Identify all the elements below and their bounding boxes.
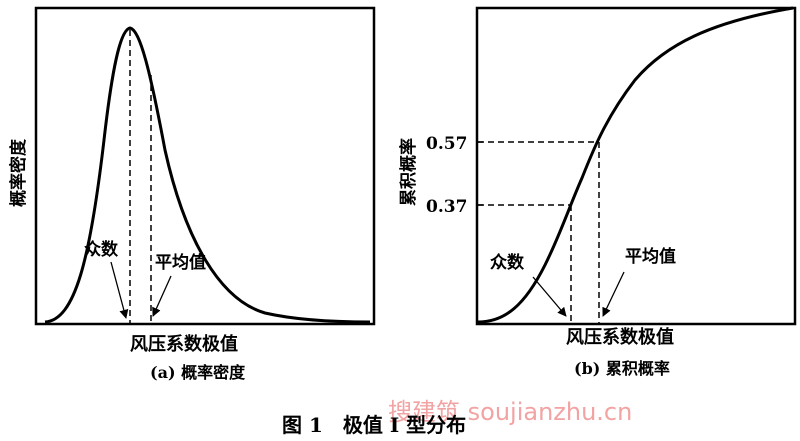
mode-arrow-b	[532, 276, 567, 317]
mean-arrow-b	[602, 271, 625, 317]
mode-label: 众数	[84, 239, 119, 260]
watermark: 搜建筑 soujianzhu.cn	[388, 398, 632, 426]
panel-a-ylabel: 概率密度	[8, 138, 29, 207]
mode-label-b: 众数	[490, 252, 525, 273]
panel-b-ylabel: 累积概率	[398, 138, 419, 206]
pdf-curve	[44, 26, 371, 324]
panel-b-caption: (b) 累积概率	[574, 359, 670, 378]
panel-b: 0.57 0.37 众数 平均值 累积概率 风压系数极值 (b) 累积概率	[398, 6, 797, 378]
panel-a: 众数 平均值 概率密度 风压系数极值 (a) 概率密度	[8, 6, 376, 382]
panel-b-xlabel: 风压系数极值	[566, 326, 674, 348]
mean-arrow	[152, 275, 172, 317]
ytick-label-037: 0.37	[426, 197, 467, 217]
mean-label-b: 平均值	[625, 246, 676, 267]
panel-a-caption: (a) 概率密度	[150, 363, 246, 382]
panel-a-frame	[34, 6, 376, 326]
panel-b-frame	[475, 6, 797, 326]
panel-a-xlabel: 风压系数极值	[130, 333, 238, 355]
mean-label: 平均值	[155, 252, 206, 273]
ytick-label-057: 0.57	[426, 134, 467, 154]
mode-arrow	[110, 261, 129, 319]
cdf-curve	[477, 6, 794, 324]
figure-title: 图 1 极值 Ⅰ 型分布	[282, 413, 466, 437]
